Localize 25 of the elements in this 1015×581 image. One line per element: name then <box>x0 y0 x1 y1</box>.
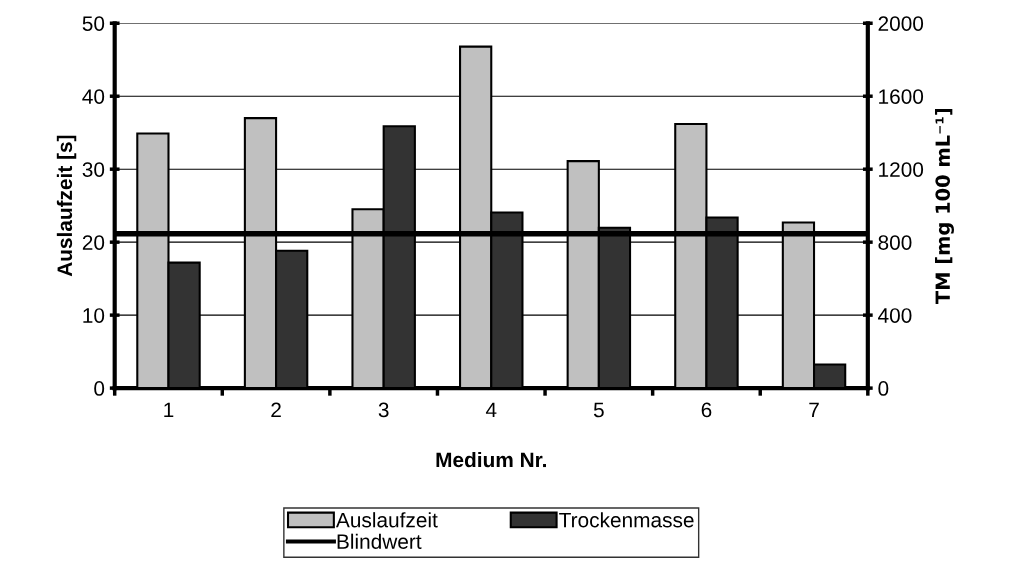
legend-label: Auslaufzeit <box>335 512 438 528</box>
x-axis-title: Medium Nr. <box>436 451 546 468</box>
y2-tick-label: 1600 <box>879 89 924 104</box>
y2-tick-label: 1200 <box>879 162 924 177</box>
y-tick-label: 30 <box>82 162 105 177</box>
y2-axis-title: TM [mg 100 mL⁻¹] <box>935 108 954 305</box>
x-tick-label: 3 <box>378 402 389 418</box>
y2-tick-label: 0 <box>878 381 889 396</box>
x-tick-label: 7 <box>809 402 819 418</box>
x-tick-label: 5 <box>593 402 604 418</box>
x-tick-label: 6 <box>701 402 712 418</box>
x-tick-label: 1 <box>164 402 174 418</box>
y-tick-label: 20 <box>82 235 105 250</box>
y2-tick-label: 800 <box>878 235 912 250</box>
legend-label: Trockenmasse <box>559 512 694 528</box>
y-tick-label: 50 <box>82 16 105 31</box>
legend-label: Blindwert <box>337 533 422 549</box>
y2-tick-label: 400 <box>878 308 912 323</box>
x-tick-label: 2 <box>271 402 281 418</box>
y-tick-label: 0 <box>94 381 105 396</box>
y-axis-title: Auslaufzeit [s] <box>56 135 77 277</box>
x-tick-label: 4 <box>485 402 497 418</box>
y2-tick-label: 2000 <box>878 16 924 31</box>
y-tick-label: 10 <box>83 308 105 323</box>
y-tick-label: 40 <box>82 89 105 104</box>
